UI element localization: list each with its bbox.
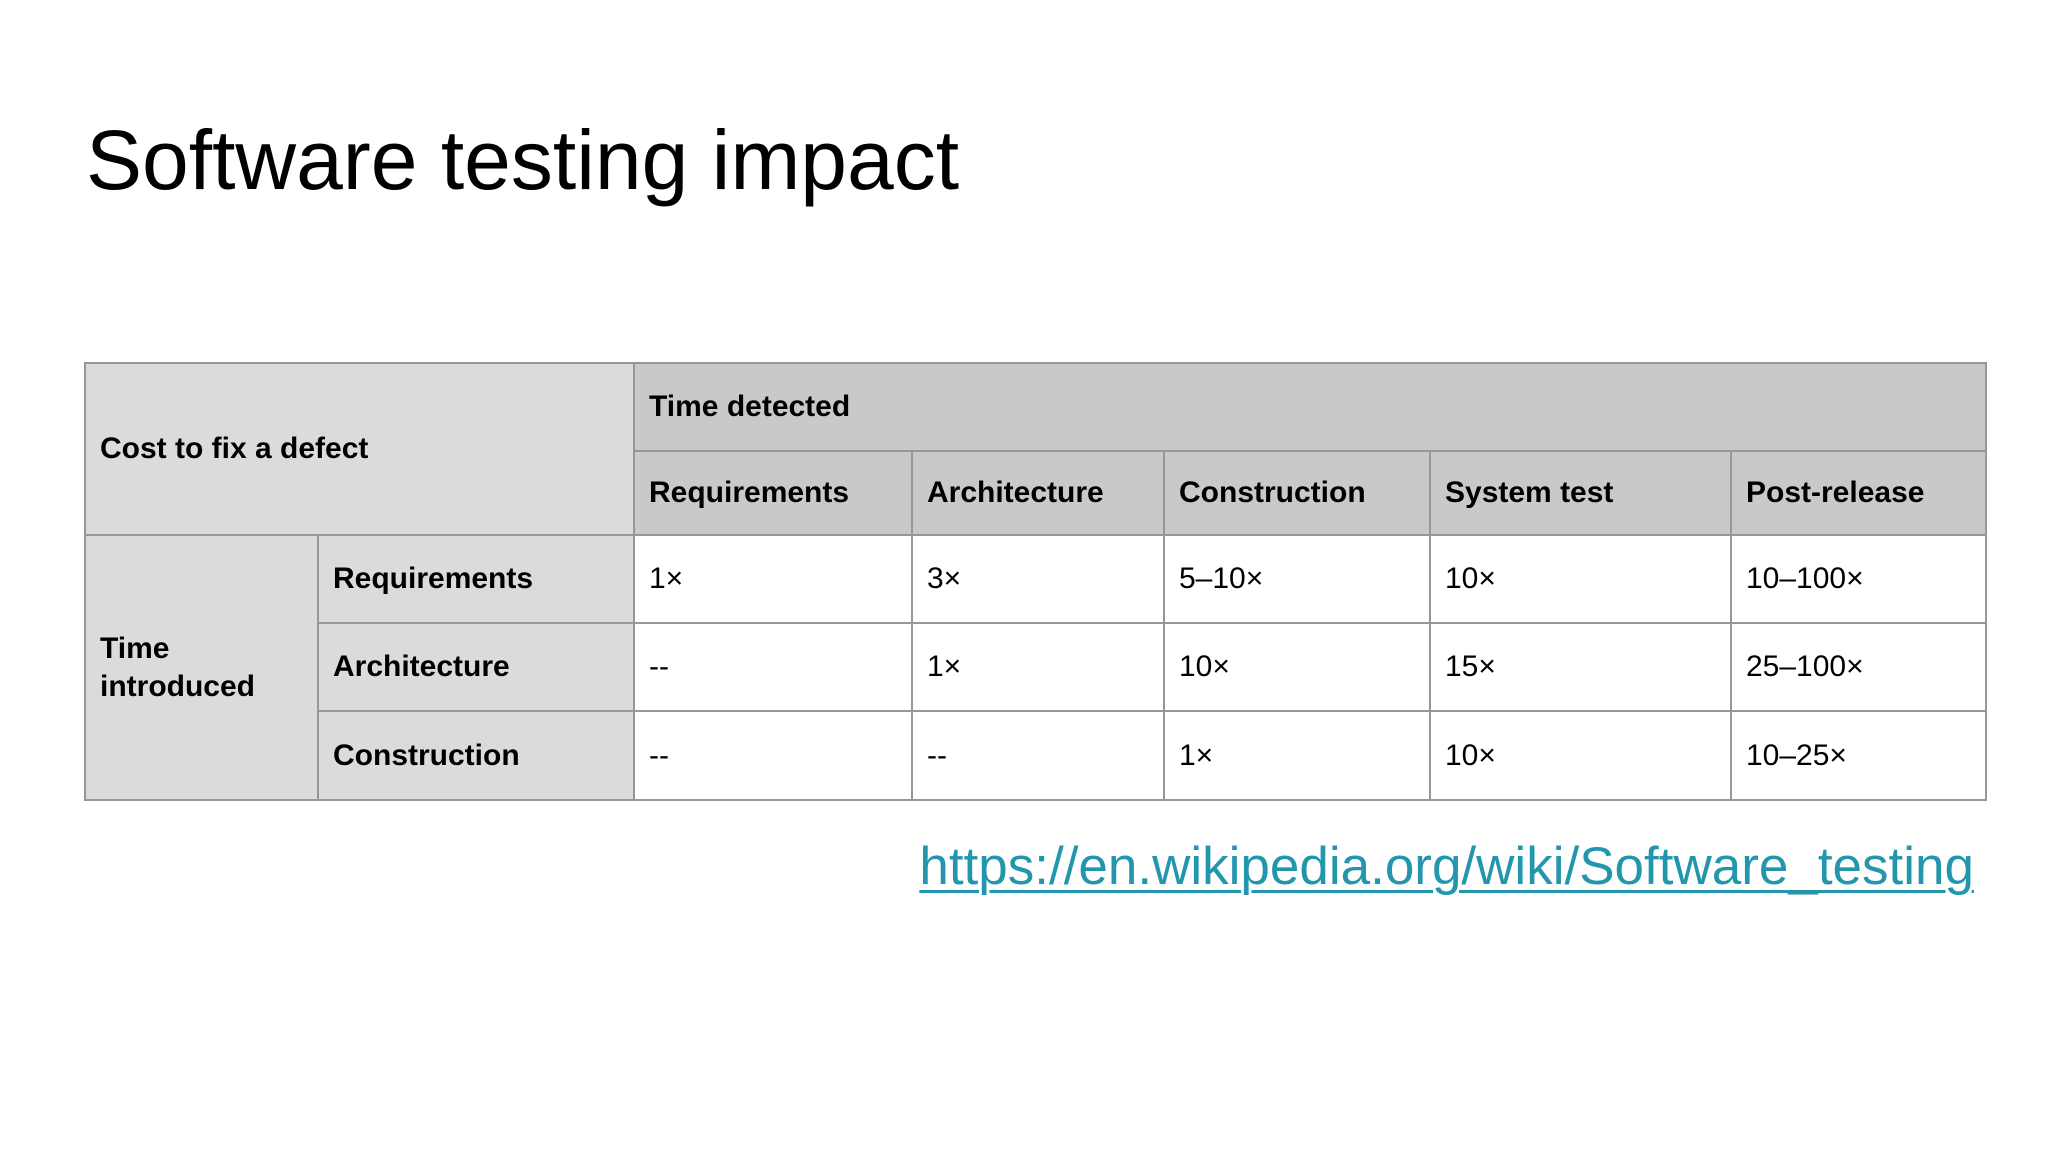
value-cell: 3× bbox=[911, 534, 1165, 624]
value-cell: 15× bbox=[1429, 622, 1732, 712]
column-header-requirements: Requirements bbox=[633, 450, 913, 536]
time-introduced-header-cell: Time introduced bbox=[84, 534, 319, 801]
value-cell: 1× bbox=[1163, 710, 1431, 801]
column-header-post-release: Post-release bbox=[1730, 450, 1987, 536]
value-cell: -- bbox=[633, 710, 913, 801]
value-cell: -- bbox=[911, 710, 1165, 801]
row-label-requirements: Requirements bbox=[317, 534, 635, 624]
value-cell: 10–100× bbox=[1730, 534, 1987, 624]
data-row-requirements: Time introduced Requirements 1× 3× 5–10×… bbox=[84, 534, 1987, 801]
cost-to-fix-table: Cost to fix a defect Time detected Requi… bbox=[84, 362, 1987, 801]
cost-to-fix-header-cell: Cost to fix a defect bbox=[84, 362, 635, 536]
column-header-construction: Construction bbox=[1163, 450, 1431, 536]
value-cell: 1× bbox=[911, 622, 1165, 712]
value-cell: -- bbox=[633, 622, 913, 712]
value-cell: 10× bbox=[1163, 622, 1431, 712]
header-row-columns: Requirements Architecture Construction S… bbox=[85, 450, 1987, 536]
value-cell: 10× bbox=[1429, 710, 1732, 801]
wikipedia-source-link[interactable]: https://en.wikipedia.org/wiki/Software_t… bbox=[919, 837, 1974, 896]
slide-title: Software testing impact bbox=[86, 113, 960, 207]
value-cell: 1× bbox=[633, 534, 913, 624]
value-cell: 10–25× bbox=[1730, 710, 1987, 801]
value-cell: 25–100× bbox=[1730, 622, 1987, 712]
value-cell: 5–10× bbox=[1163, 534, 1431, 624]
data-row-construction: Construction -- -- 1× 10× 10–25× bbox=[85, 710, 1987, 801]
value-cell: 10× bbox=[1429, 534, 1732, 624]
header-row-top: Cost to fix a defect Time detected bbox=[84, 362, 1987, 536]
row-label-construction: Construction bbox=[317, 710, 635, 801]
column-header-system-test: System test bbox=[1429, 450, 1732, 536]
time-detected-header-cell: Time detected bbox=[633, 362, 1987, 452]
data-row-architecture: Architecture -- 1× 10× 15× 25–100× bbox=[85, 622, 1987, 712]
column-header-architecture: Architecture bbox=[911, 450, 1165, 536]
row-label-architecture: Architecture bbox=[317, 622, 635, 712]
